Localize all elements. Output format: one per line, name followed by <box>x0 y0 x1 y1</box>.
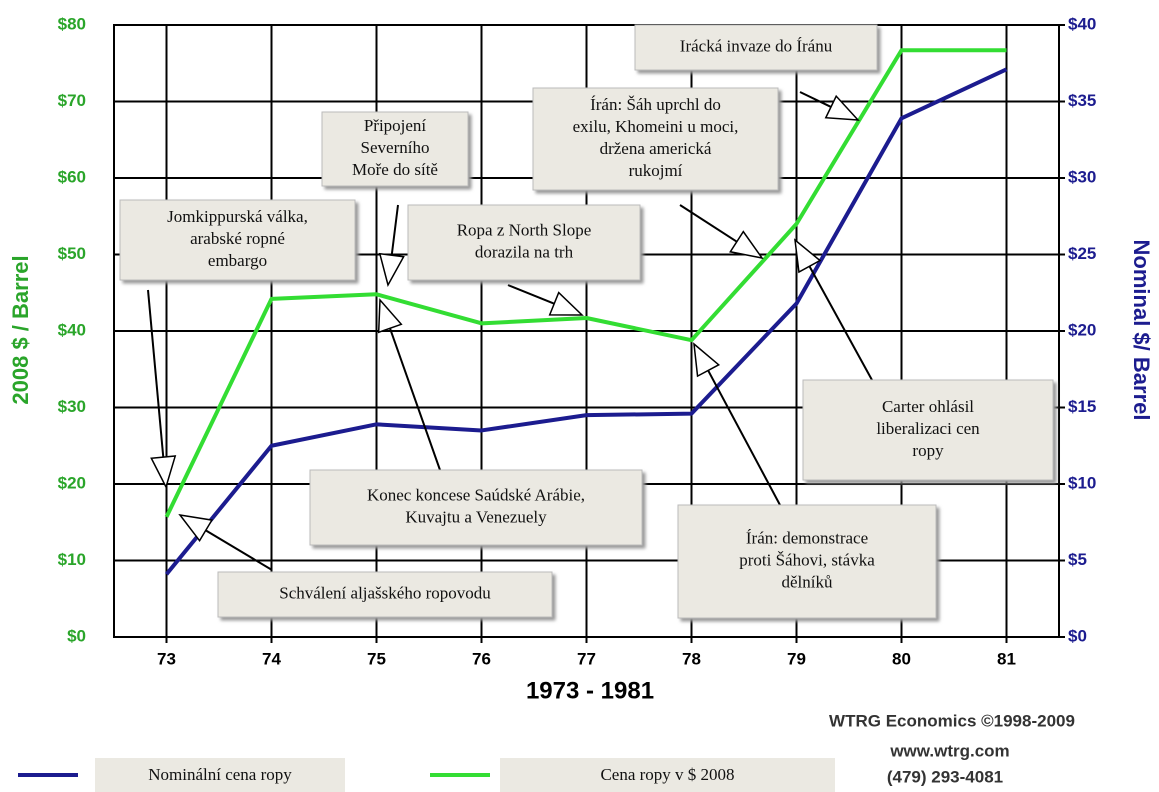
arrow-shaft <box>507 284 555 305</box>
y-tick-label: $10 <box>58 550 86 569</box>
annotation-box <box>217 571 553 618</box>
annotation-text: Kuvajtu a Venezuely <box>405 507 547 526</box>
y2-tick-label: $10 <box>1068 473 1096 492</box>
arrow-head <box>150 455 177 490</box>
y-tick-label: $20 <box>58 473 86 492</box>
y-axis-title: 2008 $ / Barrel <box>8 255 33 404</box>
x-tick-label: 77 <box>577 649 596 668</box>
y-tick-label: $0 <box>67 626 86 645</box>
x-tick-label: 78 <box>682 649 701 668</box>
annotation-text: Jomkippurská válka, <box>167 207 308 226</box>
arrow-head <box>824 94 860 121</box>
annotation-box <box>532 87 779 191</box>
y-tick-label: $50 <box>58 244 86 263</box>
arrow-head <box>377 298 403 334</box>
annotation-text: Irácká invaze do Íránu <box>680 36 833 55</box>
annotation-text: Írán: demonstrace <box>746 528 868 547</box>
annotation-box <box>309 469 643 546</box>
y2-tick-label: $30 <box>1068 167 1096 186</box>
annotation-text: Írán: Šáh uprchl do <box>590 95 721 114</box>
annotation-text: Konec koncese Saúdské Arábie, <box>367 485 585 504</box>
x-tick-label: 81 <box>997 649 1016 668</box>
arrow-shaft <box>679 204 738 243</box>
annotation-text: dělníků <box>782 572 833 591</box>
legend-label: Cena ropy v $ 2008 <box>600 765 734 784</box>
y2-tick-label: $0 <box>1068 626 1087 645</box>
annotation-text: rukojmí <box>629 161 683 180</box>
y2-axis-title: Nominal $/ Barrel <box>1129 240 1154 421</box>
annotation-text: ropy <box>912 441 944 460</box>
annotation-text: Severního <box>361 138 430 157</box>
y-tick-label: $30 <box>58 397 86 416</box>
arrow-shaft <box>389 327 441 471</box>
annotation-box <box>677 504 937 619</box>
x-axis-title: 1973 - 1981 <box>526 677 654 704</box>
legend-box <box>500 758 835 792</box>
arrow-head <box>729 230 764 260</box>
arrow-shaft <box>390 204 399 256</box>
y2-tick-label: $35 <box>1068 91 1096 110</box>
annotation-text: dorazila na trh <box>475 242 574 261</box>
arrow-head <box>378 252 405 288</box>
x-tick-label: 74 <box>262 649 281 668</box>
x-tick-label: 76 <box>472 649 491 668</box>
annotation-text: liberalizaci cen <box>876 419 980 438</box>
annotation-text: arabské ropné <box>190 229 285 248</box>
annotation-box <box>802 379 1054 481</box>
y2-tick-label: $20 <box>1068 320 1096 339</box>
y2-tick-label: $15 <box>1068 397 1096 416</box>
annotation-text: Schválení aljašského ropovodu <box>279 583 491 602</box>
legend-box <box>95 758 345 792</box>
y-tick-label: $70 <box>58 91 86 110</box>
arrow-head <box>548 291 584 316</box>
arrow-shaft <box>707 369 781 506</box>
arrow-head <box>693 342 721 378</box>
series-line <box>164 48 1007 518</box>
arrow-shaft <box>147 289 165 458</box>
annotation-text: Připojení <box>364 116 427 135</box>
x-tick-label: 79 <box>787 649 806 668</box>
credit-text: (479) 293-4081 <box>887 767 1003 786</box>
annotation-box <box>407 204 641 281</box>
arrow-shaft <box>205 529 273 571</box>
plot-frame <box>113 24 1060 638</box>
arrow-head <box>178 513 214 543</box>
y-tick-label: $80 <box>58 14 86 33</box>
x-tick-label: 73 <box>157 649 176 668</box>
y-tick-label: $40 <box>58 320 86 339</box>
annotation-text: exilu, Khomeini u moci, <box>573 117 739 136</box>
annotation-text: Ropa z North Slope <box>457 220 592 239</box>
annotation-text: embargo <box>208 251 267 270</box>
annotation-box <box>119 199 356 281</box>
credit-text: WTRG Economics ©1998-2009 <box>829 711 1075 730</box>
x-tick-label: 80 <box>892 649 911 668</box>
annotation-text: držena americká <box>600 139 712 158</box>
annotation-text: Moře do sítě <box>352 160 438 179</box>
y-tick-label: $60 <box>58 167 86 186</box>
annotation-text: Carter ohlásil <box>882 397 974 416</box>
arrow-shaft <box>799 91 832 108</box>
y2-tick-label: $40 <box>1068 14 1096 33</box>
annotation-box <box>634 24 878 71</box>
annotation-text: proti Šáhovi, stávka <box>739 550 875 569</box>
annotation-box <box>321 111 469 187</box>
y2-tick-label: $25 <box>1068 244 1096 263</box>
series-line <box>164 67 1008 576</box>
legend-label: Nominální cena ropy <box>148 765 292 784</box>
y2-tick-label: $5 <box>1068 550 1087 569</box>
arrow-shaft <box>808 265 873 381</box>
arrow-head <box>794 238 822 274</box>
x-tick-label: 75 <box>367 649 386 668</box>
credit-text: www.wtrg.com <box>889 741 1009 760</box>
